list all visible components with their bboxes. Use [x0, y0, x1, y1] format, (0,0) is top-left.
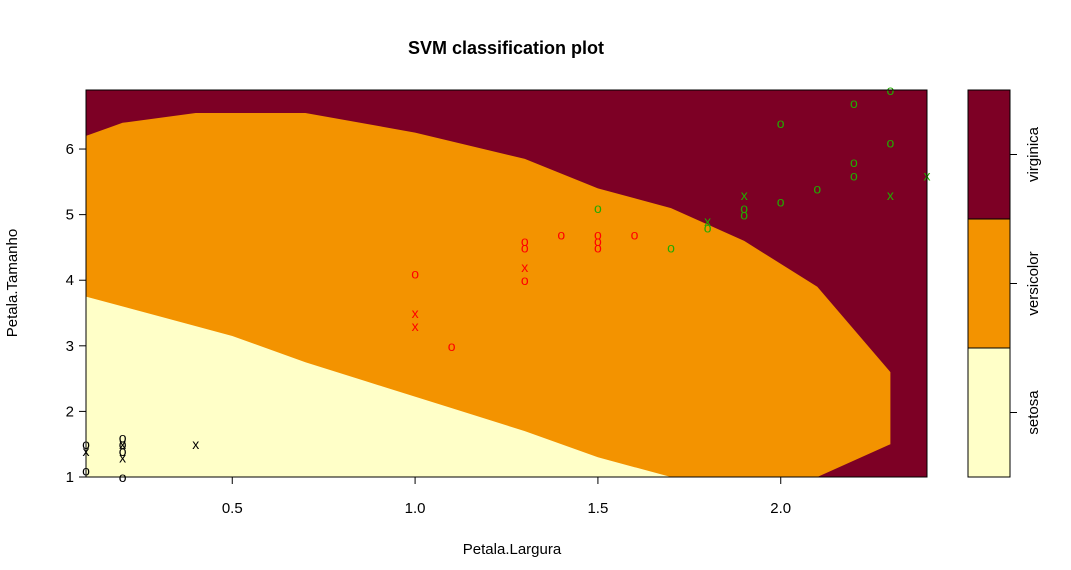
y-tick-label: 5	[66, 207, 74, 224]
point-versicolor: o	[594, 226, 602, 242]
x-tick-label: 1.0	[405, 500, 426, 517]
point-versicolor: o	[448, 338, 456, 354]
point-virginica: o	[667, 239, 675, 255]
point-versicolor: x	[521, 259, 528, 275]
point-setosa: x	[192, 436, 199, 452]
point-setosa: x	[119, 449, 126, 465]
y-axis: 1 2 3 4 5 6	[66, 141, 87, 486]
point-virginica: x	[887, 187, 894, 203]
y-tick-label: 4	[66, 272, 74, 289]
legend-swatch-virginica	[967, 89, 1011, 220]
x-tick-label: 0.5	[222, 500, 243, 517]
point-virginica: o	[777, 115, 785, 131]
point-versicolor: x	[412, 305, 419, 321]
legend-label-versicolor: versicolor	[1025, 251, 1042, 315]
point-virginica: o	[850, 95, 858, 111]
point-versicolor: o	[411, 266, 419, 282]
point-virginica: o	[813, 180, 821, 196]
y-axis-title: Petala.Tamanho	[4, 229, 21, 337]
point-setosa: o	[119, 430, 127, 446]
x-axis-title: Petala.Largura	[463, 541, 562, 558]
data-points: oxoooxoxoxoxxoooxooooooooxoxooooooooooxx	[82, 82, 930, 485]
legend-swatch-versicolor	[967, 218, 1011, 349]
x-tick-label: 1.5	[587, 500, 608, 517]
x-axis: 0.5 1.0 1.5 2.0	[222, 476, 791, 517]
point-virginica: o	[704, 220, 712, 236]
region-setosa	[86, 296, 671, 477]
class-legend: virginica versicolor setosa	[967, 89, 1042, 478]
point-virginica: x	[704, 213, 711, 229]
point-virginica: o	[740, 200, 748, 216]
x-tick-label: 2.0	[770, 500, 791, 517]
point-setosa: o	[119, 436, 127, 452]
point-virginica: o	[850, 154, 858, 170]
point-versicolor: o	[594, 239, 602, 255]
point-versicolor: x	[412, 318, 419, 334]
point-virginica: o	[777, 194, 785, 210]
point-virginica: o	[887, 135, 895, 151]
y-tick-label: 3	[66, 338, 74, 355]
point-virginica: x	[741, 187, 748, 203]
point-versicolor: o	[557, 226, 565, 242]
point-versicolor: o	[521, 272, 529, 288]
point-versicolor: o	[631, 226, 639, 242]
plot-area: oxoooxoxoxoxxoooxooooooooxoxooooooooooxx	[82, 82, 930, 485]
y-tick-label: 2	[66, 403, 74, 420]
point-virginica: o	[850, 167, 858, 183]
legend-swatch-setosa	[967, 347, 1011, 478]
y-tick-label: 6	[66, 141, 74, 158]
point-virginica: o	[740, 207, 748, 223]
point-versicolor: o	[594, 233, 602, 249]
legend-label-virginica: virginica	[1025, 126, 1042, 182]
point-setosa: o	[119, 443, 127, 459]
legend-label-setosa: setosa	[1025, 390, 1042, 435]
y-tick-label: 1	[66, 469, 74, 486]
point-versicolor: o	[521, 239, 529, 255]
point-versicolor: o	[521, 233, 529, 249]
chart-title: SVM classification plot	[408, 38, 604, 58]
point-setosa: x	[119, 436, 126, 452]
point-virginica: o	[594, 200, 602, 216]
